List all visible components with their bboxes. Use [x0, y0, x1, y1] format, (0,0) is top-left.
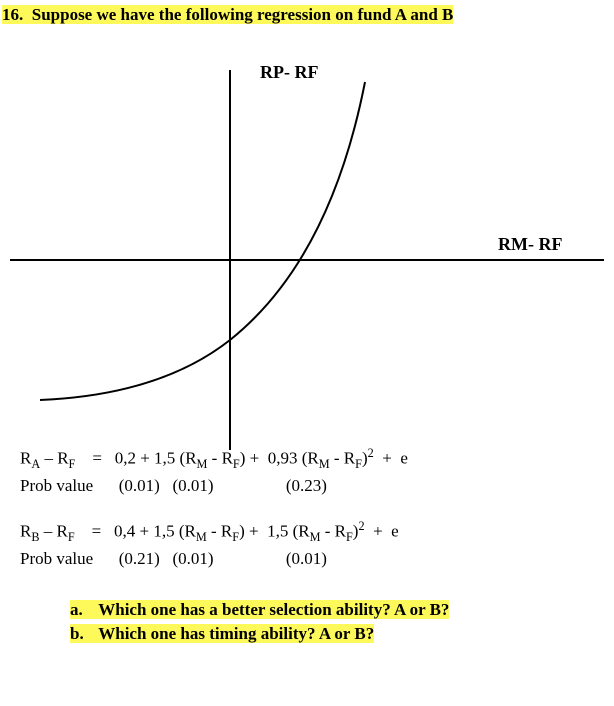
sub-a-highlight: a. Which one has a better selection abil…	[70, 600, 449, 619]
eqA-p0: (0.01)	[119, 476, 160, 495]
sub-a-text: Which one has a better selection ability…	[98, 600, 449, 619]
question-number: 16.	[2, 5, 23, 24]
sub-a-letter: a.	[70, 600, 94, 620]
eqB-beta1: 1,5	[153, 522, 174, 541]
subquestion-b: b. Which one has timing ability? A or B?	[70, 624, 614, 644]
prob-a: Prob value (0.01) (0.01) (0.23)	[20, 473, 594, 499]
question-header: 16. Suppose we have the following regres…	[0, 0, 614, 30]
prob-b: Prob value (0.21) (0.01) (0.01)	[20, 546, 594, 572]
prob-label-b: Prob value	[20, 549, 93, 568]
subquestion-list: a. Which one has a better selection abil…	[0, 600, 614, 644]
eqA-p1: (0.01)	[173, 476, 214, 495]
eqA-intercept: 0,2	[115, 449, 136, 468]
question-text: Suppose we have the following regression…	[32, 5, 454, 24]
spacer	[20, 499, 594, 517]
equation-b: RB – RF = 0,4 + 1,5 (RM - RF) + 1,5 (RM …	[20, 517, 594, 546]
eqA-beta2: 0,93	[268, 449, 298, 468]
y-axis-label: RP- RF	[260, 62, 318, 82]
eqB-p2: (0.01)	[286, 549, 327, 568]
sub-b-text: Which one has timing ability? A or B?	[98, 624, 374, 643]
equation-block: RA – RF = 0,2 + 1,5 (RM - RF) + 0,93 (RM…	[0, 444, 614, 572]
sub-b-highlight: b. Which one has timing ability? A or B?	[70, 624, 374, 643]
subquestion-a: a. Which one has a better selection abil…	[70, 600, 614, 620]
regression-chart: RP- RF RM- RF	[0, 40, 614, 440]
regression-curve	[40, 82, 365, 400]
x-axis-label: RM- RF	[498, 234, 562, 254]
eqB-intercept: 0,4	[114, 522, 135, 541]
prob-label-a: Prob value	[20, 476, 93, 495]
chart-svg: RP- RF RM- RF	[0, 40, 614, 450]
eqB-beta2: 1,5	[267, 522, 288, 541]
sub-b-letter: b.	[70, 624, 94, 644]
eqB-p0: (0.21)	[119, 549, 160, 568]
eqA-beta1: 1,5	[154, 449, 175, 468]
question-text-highlight: 16. Suppose we have the following regres…	[2, 5, 453, 24]
eqA-p2: (0.23)	[286, 476, 327, 495]
eqB-p1: (0.01)	[173, 549, 214, 568]
